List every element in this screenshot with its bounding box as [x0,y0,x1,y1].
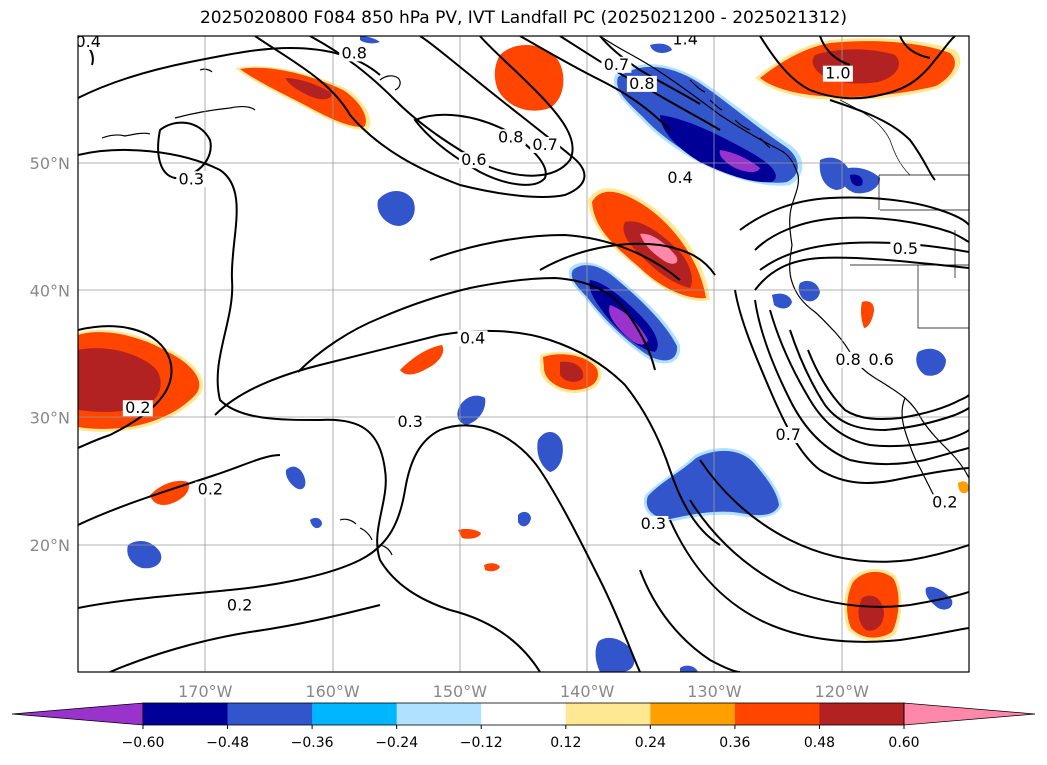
latitude-tick-labels: 50°N 40°N 30°N 20°N [30,154,70,555]
contour-label-background [601,56,632,73]
colorbar-segment [143,703,229,725]
contour-label: 0.2 [227,595,252,614]
lon-tick-label: 140°W [560,682,615,701]
contour-label: 0.6 [461,150,486,169]
contour-label: 0.4 [460,328,485,347]
colorbar-tick-label: −0.24 [375,735,418,751]
colorbar-segment [565,703,651,725]
map-title: 2025020800 F084 850 hPa PV, IVT Landfall… [199,8,847,28]
contour-label-background [195,481,226,498]
colorbar-tick-label: 0.12 [550,735,581,751]
contour-label: 0.4 [667,168,692,187]
contour-label-background [773,426,804,443]
colorbar-extend-max [903,702,1036,726]
contour-label-background [458,152,489,169]
contour-label: 1.0 [825,64,850,83]
colorbar-tick-label: 0.48 [804,735,835,751]
contour-label-background [626,75,657,92]
contour-label: 0.3 [179,169,204,188]
colorbar-segment [481,703,567,725]
lon-tick-label: 160°W [305,682,360,701]
colorbar-tick-label: 0.36 [719,735,750,751]
contour-label: 0.2 [125,398,150,417]
lat-tick-label: 20°N [30,536,70,555]
colorbar-segment [819,703,905,725]
ivt-contours [78,36,969,672]
colorbar-frame [142,702,905,726]
contour-label-background [822,65,853,82]
colorbar-extend-min [11,702,144,726]
contour-label: 0.6 [868,350,893,369]
contour-label: 0.2 [932,492,957,511]
colorbar-segment [227,703,313,725]
colorbar-tick-label: 0.60 [888,735,919,751]
contour-label-background [833,351,864,368]
colorbar-tick-label: −0.36 [291,735,334,751]
colorbar-segment [396,703,482,725]
contour-label: 1.4 [672,29,697,48]
lon-tick-label: 120°W [815,682,870,701]
contour-label-background [339,45,370,62]
contour-label-background [457,330,488,347]
contour-label-background [495,129,526,146]
contour-label-background [670,36,701,48]
contour-label-background [890,241,921,258]
colorbar-tick-label: 0.24 [635,735,666,751]
contour-label: 0.8 [341,43,366,62]
colorbar-tick-label: −0.12 [460,735,503,751]
contour-label: 0.3 [641,514,666,533]
colorbar-segment [312,703,398,725]
contour-label-background [638,515,669,532]
contour-label: 0.5 [893,239,918,258]
lon-tick-label: 150°W [433,682,488,701]
coastlines [101,36,969,556]
contour-labels: 0.40.81.40.70.81.00.8 0.70.60.3 0.40.50.40… [75,29,960,614]
contour-label: 0.8 [629,74,654,93]
map-plot-area: 0.40.81.40.70.81.00.8 0.70.60.3 0.40.50.40… [75,29,969,672]
colorbar-tick-label: −0.48 [206,735,249,751]
longitude-tick-labels: 170°W 160°W 150°W 140°W 130°W 120°W [178,682,869,701]
contour-label-background [866,351,897,368]
contour-label-background [224,597,255,614]
contour-label-background [395,414,426,431]
contour-label-background [122,400,153,417]
contour-label: 0.4 [75,32,100,51]
contour-label-background [530,136,561,153]
contour-label-background [78,36,104,50]
contour-label: 0.7 [604,55,629,74]
contour-label: 0.7 [532,135,557,154]
contour-label-background [665,170,696,187]
colorbar-segment [734,703,820,725]
contour-label: 0.8 [498,127,523,146]
contour-label-background [929,494,960,511]
contour-label: 0.8 [835,350,860,369]
colorbar: −0.60 −0.48 −0.36 −0.24 −0.12 0.12 0.24 0.36 0.4… [11,702,1036,751]
contour-label: 0.2 [198,480,223,499]
colorbar-tick-label: −0.60 [122,735,165,751]
plot-frame [77,35,970,673]
contour-label: 0.7 [776,425,801,444]
lon-tick-label: 170°W [178,682,233,701]
lat-tick-label: 30°N [30,409,70,428]
contour-label-background [176,171,207,188]
colorbar-segment [650,703,736,725]
lon-tick-label: 130°W [687,682,742,701]
lat-tick-label: 40°N [30,281,70,300]
lat-tick-label: 50°N [30,154,70,173]
contour-label: 0.3 [397,412,422,431]
